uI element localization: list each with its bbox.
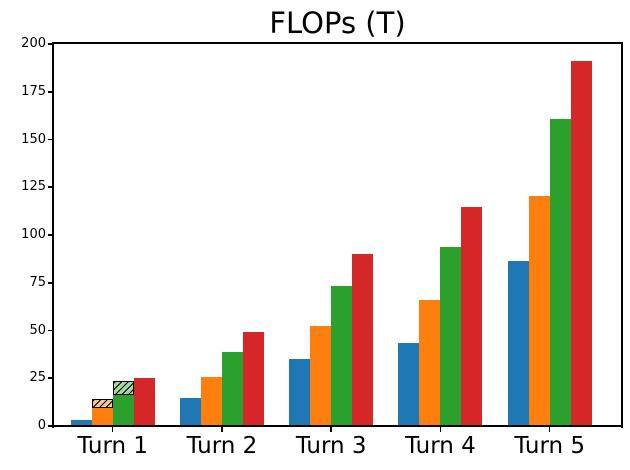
- y-tick-label-200: 200: [21, 36, 46, 51]
- bar-series-blue-turn3: [289, 359, 311, 426]
- y-tick-label-125: 125: [21, 179, 46, 195]
- bar-series-green-turn3: [331, 285, 353, 426]
- y-tick-150: [47, 138, 53, 141]
- y-tick-0: [47, 425, 53, 427]
- bar-series-blue-turn4: [398, 342, 420, 426]
- spine-left: [52, 42, 55, 428]
- y-tick-175: [47, 90, 53, 93]
- bar-series-red-turn5: [570, 61, 592, 426]
- bar-series-orange-turn2: [200, 377, 222, 426]
- x-tick-label-turn3: Turn 3: [295, 433, 367, 459]
- bar-series-blue-turn1: [70, 420, 92, 426]
- y-tick-label-50: 50: [29, 322, 46, 338]
- spine-top: [52, 42, 623, 45]
- y-tick-label-0: 0: [37, 418, 46, 433]
- x-tick-turn3: [330, 427, 332, 432]
- bar-series-blue-turn2: [179, 398, 201, 426]
- chart-title: FLOPs (T): [269, 6, 406, 40]
- bar-series-blue-turn5: [507, 260, 529, 426]
- y-tick-label-150: 150: [21, 131, 46, 147]
- y-tick-label-175: 175: [21, 83, 46, 99]
- spine-right: [620, 42, 623, 428]
- y-tick-label-75: 75: [29, 274, 46, 290]
- bar-series-red-turn2: [242, 332, 264, 426]
- bar-series-green-turn4: [440, 247, 462, 426]
- bar-series-green-turn1: [112, 381, 134, 426]
- y-tick-50: [47, 329, 53, 332]
- bar-series-orange-turn5: [528, 195, 550, 426]
- bar-series-green-turn5: [549, 118, 571, 426]
- bar-series-red-turn4: [461, 207, 483, 426]
- x-tick-turn2: [221, 427, 223, 432]
- bar-series-red-turn1: [133, 378, 155, 426]
- x-tick-label-turn4: Turn 4: [405, 433, 476, 459]
- bar-series-red-turn3: [352, 254, 374, 426]
- hatched-cap-series-green: [112, 381, 134, 395]
- x-tick-turn4: [439, 427, 442, 432]
- x-tick-label-turn5: Turn 5: [514, 433, 586, 459]
- hatched-cap-series-orange: [91, 399, 113, 408]
- spine-bottom: [52, 425, 623, 427]
- y-tick-75: [47, 281, 53, 284]
- y-tick-25: [47, 377, 53, 380]
- y-tick-label-100: 100: [21, 227, 46, 242]
- x-tick-turn1: [111, 427, 114, 432]
- y-tick-200: [47, 43, 53, 45]
- bar-series-orange-turn3: [310, 325, 332, 426]
- plot-area: [54, 44, 621, 426]
- x-tick-label-turn1: Turn 1: [77, 433, 149, 459]
- y-tick-125: [47, 186, 53, 189]
- bar-series-orange-turn4: [419, 299, 441, 426]
- x-tick-label-turn2: Turn 2: [186, 433, 258, 459]
- y-tick-100: [47, 234, 53, 236]
- y-tick-label-25: 25: [29, 370, 46, 386]
- bar-series-orange-turn1: [91, 399, 113, 426]
- bar-series-green-turn2: [221, 352, 243, 426]
- x-tick-turn5: [548, 427, 551, 432]
